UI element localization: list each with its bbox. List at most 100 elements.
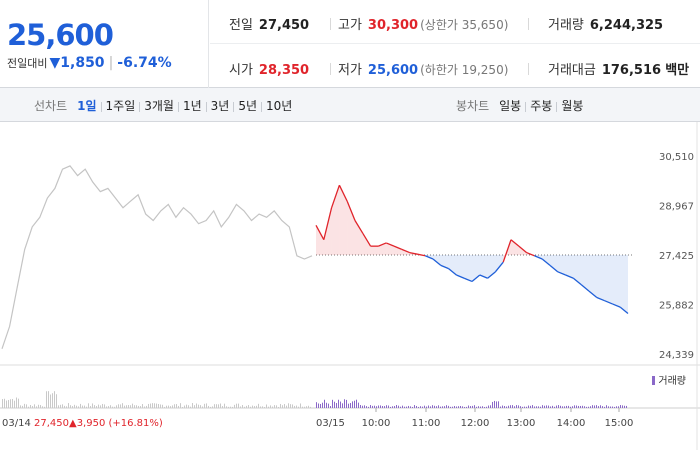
loss-area	[581, 254, 589, 292]
divider	[556, 101, 558, 112]
tab-3year[interactable]: 3년	[210, 99, 230, 113]
volume-bar	[62, 404, 63, 408]
gain-area	[323, 207, 332, 255]
volume-bar	[410, 406, 411, 408]
volume-bar	[206, 403, 207, 408]
volume-bar	[506, 406, 507, 408]
volume-bar	[422, 406, 423, 408]
volume-bar	[580, 405, 581, 408]
volume-bar	[322, 402, 323, 408]
price-chart[interactable]: 30,510 28,967 27,425 25,882 24,339 03/14 27,45…	[0, 122, 700, 450]
volume-bar	[302, 406, 303, 408]
today-line-segment	[378, 242, 387, 247]
volume-bar	[184, 405, 185, 408]
line-chart-tabs: 선차트 1일 1주일 3개월 1년 3년 5년 10년	[34, 97, 296, 114]
volume-bar	[512, 405, 513, 408]
volume-bar	[50, 394, 51, 408]
volume-bar	[366, 406, 367, 408]
volume-bar	[102, 403, 103, 408]
volume-bar	[612, 406, 613, 408]
volume-bar	[22, 405, 23, 408]
tab-monthly[interactable]: 월봉	[561, 99, 584, 113]
volume-bar	[76, 405, 77, 408]
volume-bar	[602, 406, 603, 408]
volume-bar	[420, 406, 421, 408]
volume-bar	[98, 404, 99, 408]
volume-bar	[204, 403, 205, 408]
volume-bar	[120, 404, 121, 408]
volume-bar	[502, 405, 503, 408]
volume-bar	[594, 405, 595, 408]
volume-bar	[540, 406, 541, 408]
today-line-segment	[502, 239, 512, 263]
volume-bar	[32, 406, 33, 408]
y-tick-label: 30,510	[659, 152, 694, 163]
stat-turnover: 거래대금 176,516 백만	[548, 59, 689, 78]
volume-bar	[242, 405, 243, 408]
tab-1year[interactable]: 1년	[182, 99, 202, 113]
stat-value: 6,244,325	[589, 18, 664, 33]
volume-bar	[464, 406, 465, 408]
change-row: 전일대비 ▼1,850 | -6.74%	[7, 55, 172, 71]
volume-bar	[428, 405, 429, 408]
volume-bar	[448, 405, 449, 408]
tab-1day[interactable]: 1일	[77, 99, 97, 113]
volume-bar	[500, 406, 501, 408]
volume-bar	[46, 391, 47, 408]
volume-bar	[568, 405, 569, 408]
stat-value: 25,600	[367, 63, 419, 78]
volume-bar	[36, 406, 37, 408]
x-tick-label: 11:00	[412, 418, 441, 429]
tab-daily[interactable]: 일봉	[499, 99, 522, 113]
volume-bar	[168, 405, 169, 408]
tab-3month[interactable]: 3개월	[144, 99, 174, 113]
volume-bar	[374, 405, 375, 408]
volume-bar	[54, 391, 55, 408]
volume-bar	[516, 405, 517, 408]
tab-weekly[interactable]: 주봉	[530, 99, 553, 113]
today-line-segment	[417, 253, 426, 257]
volume-bar	[74, 404, 75, 408]
volume-bar	[504, 406, 505, 408]
volume-bar	[338, 399, 339, 408]
volume-bar	[150, 403, 151, 408]
tab-5year[interactable]: 5년	[238, 99, 258, 113]
divider	[330, 63, 331, 75]
today-line-segment	[346, 200, 356, 221]
gain-area	[362, 233, 371, 255]
today-line-segment	[526, 251, 535, 257]
volume-bar	[228, 406, 229, 408]
volume-bar	[262, 406, 263, 408]
stat-low: 저가 25,600 (하한가 19,250)	[338, 59, 508, 78]
prev-day-close-label: 27,450	[34, 418, 69, 429]
volume-bar	[320, 403, 321, 408]
volume-bar	[136, 405, 137, 408]
today-line-segment	[604, 300, 613, 305]
volume-bar	[130, 405, 131, 408]
stat-volume: 거래량 6,244,325	[548, 14, 663, 33]
volume-bar	[534, 406, 535, 408]
volume-bar	[558, 405, 559, 408]
volume-bar	[492, 401, 493, 408]
volume-bar	[214, 404, 215, 408]
volume-bar	[258, 403, 259, 408]
stat-sub: (상한가 35,650)	[420, 18, 509, 32]
volume-bar	[330, 406, 331, 408]
volume-bar	[18, 398, 19, 408]
volume-bar	[306, 406, 307, 408]
today-line-segment	[338, 184, 348, 202]
volume-bar	[16, 397, 17, 408]
volume-bar	[328, 403, 329, 408]
stat-sub: (하한가 19,250)	[420, 63, 509, 77]
gain-area	[339, 185, 348, 255]
loss-area	[464, 254, 472, 282]
volume-bar	[124, 405, 125, 408]
gain-area	[511, 239, 519, 255]
volume-bar	[610, 406, 611, 408]
tab-10year[interactable]: 10년	[266, 99, 293, 113]
tab-1week[interactable]: 1주일	[105, 99, 136, 113]
volume-bar	[240, 406, 241, 408]
today-line-segment	[440, 264, 449, 270]
divider	[528, 63, 529, 75]
today-line-segment	[432, 258, 442, 266]
